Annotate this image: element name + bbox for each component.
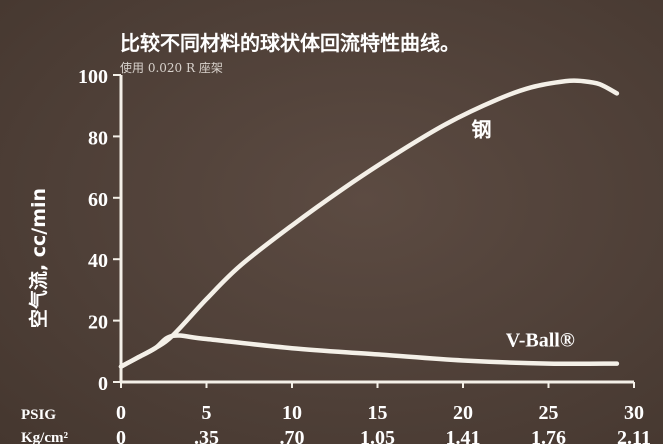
chart-title: 比较不同材料的球状体回流特性曲线。 — [120, 31, 460, 55]
y-tick-label: 0 — [98, 373, 108, 395]
x-tick-label-kgcm2: 2.11 — [617, 427, 651, 444]
series-label-steel: 钢 — [472, 118, 492, 141]
y-tick-label: 80 — [88, 127, 108, 149]
x-tick-label-kgcm2: .70 — [280, 427, 305, 444]
x-tick-label-kgcm2: 1.76 — [531, 427, 566, 444]
series-label-vball: V-Ball® — [506, 330, 575, 352]
x-tick-label-kgcm2: 1.41 — [446, 427, 481, 444]
y-tick-label: 100 — [78, 66, 108, 88]
y-axis-label: 空气流, cc/min — [27, 188, 50, 328]
x-row-label-psig: PSIG — [21, 407, 56, 423]
x-tick-label-psig: 25 — [539, 402, 559, 424]
y-tick-label: 40 — [88, 250, 108, 272]
series-line-0 — [118, 78, 620, 369]
chart-subtitle: 使用 0.020 R 座架 — [120, 60, 223, 75]
x-tick-label-kgcm2: 0 — [116, 427, 126, 444]
chart-marks: 020406080100005.3510.70151.05201.41251.7… — [78, 66, 651, 444]
x-tick-label-psig: 10 — [282, 402, 302, 424]
x-row-label-kgcm2: Kg/cm² — [21, 430, 68, 444]
x-tick-label-kgcm2: 1.05 — [360, 427, 395, 444]
x-tick-label-psig: 30 — [624, 402, 644, 424]
x-tick-label-psig: 0 — [116, 402, 126, 424]
x-tick-label-kgcm2: .35 — [194, 427, 219, 444]
x-tick-label-psig: 5 — [202, 402, 212, 424]
series-line-1 — [118, 333, 620, 369]
y-tick-label: 20 — [88, 312, 108, 334]
y-tick-label: 60 — [88, 189, 108, 211]
x-tick-label-psig: 15 — [368, 402, 388, 424]
x-tick-label-psig: 20 — [453, 402, 473, 424]
